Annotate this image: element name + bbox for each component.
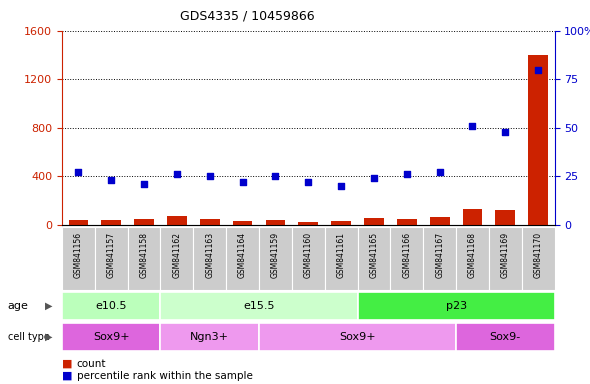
Bar bbox=[259, 323, 456, 351]
Text: GSM841157: GSM841157 bbox=[107, 232, 116, 278]
Bar bbox=[134, 219, 154, 225]
Bar bbox=[463, 209, 483, 225]
Text: GSM841160: GSM841160 bbox=[304, 232, 313, 278]
Text: count: count bbox=[77, 359, 106, 369]
Bar bbox=[68, 220, 88, 225]
Text: GSM841169: GSM841169 bbox=[501, 232, 510, 278]
Text: GSM841164: GSM841164 bbox=[238, 232, 247, 278]
Bar bbox=[160, 323, 259, 351]
Text: GSM841158: GSM841158 bbox=[140, 232, 149, 278]
Point bbox=[74, 169, 83, 175]
Bar bbox=[358, 293, 555, 320]
Bar bbox=[160, 227, 194, 290]
Text: GSM841166: GSM841166 bbox=[402, 232, 411, 278]
Text: GSM841162: GSM841162 bbox=[172, 232, 181, 278]
Bar bbox=[232, 221, 253, 225]
Bar bbox=[299, 222, 318, 225]
Point bbox=[336, 183, 346, 189]
Text: Sox9+: Sox9+ bbox=[93, 332, 130, 342]
Text: age: age bbox=[8, 301, 28, 311]
Bar bbox=[364, 218, 384, 225]
Point bbox=[533, 66, 543, 73]
Bar bbox=[324, 227, 358, 290]
Bar bbox=[95, 227, 127, 290]
Text: ■: ■ bbox=[62, 359, 73, 369]
Point bbox=[238, 179, 247, 185]
Text: GSM841159: GSM841159 bbox=[271, 232, 280, 278]
Text: Ngn3+: Ngn3+ bbox=[190, 332, 230, 342]
Text: GDS4335 / 10459866: GDS4335 / 10459866 bbox=[181, 10, 315, 23]
Text: GSM841167: GSM841167 bbox=[435, 232, 444, 278]
Bar bbox=[456, 323, 555, 351]
Bar bbox=[259, 227, 292, 290]
Bar bbox=[160, 293, 358, 320]
Bar bbox=[200, 218, 219, 225]
Bar bbox=[292, 227, 325, 290]
Point bbox=[369, 175, 379, 181]
Bar bbox=[430, 217, 450, 225]
Bar bbox=[62, 227, 95, 290]
Bar bbox=[423, 227, 456, 290]
Bar bbox=[358, 227, 391, 290]
Text: Sox9-: Sox9- bbox=[490, 332, 521, 342]
Text: Sox9+: Sox9+ bbox=[339, 332, 376, 342]
Text: ■: ■ bbox=[62, 371, 73, 381]
Point bbox=[205, 173, 215, 179]
Bar bbox=[331, 221, 351, 225]
Point bbox=[402, 171, 412, 177]
Bar bbox=[456, 227, 489, 290]
Bar bbox=[101, 220, 121, 225]
Point bbox=[172, 171, 182, 177]
Text: percentile rank within the sample: percentile rank within the sample bbox=[77, 371, 253, 381]
Text: cell type: cell type bbox=[8, 332, 50, 342]
Point bbox=[303, 179, 313, 185]
Point bbox=[139, 181, 149, 187]
Bar bbox=[496, 210, 515, 225]
Text: p23: p23 bbox=[445, 301, 467, 311]
Text: GSM841161: GSM841161 bbox=[337, 232, 346, 278]
Bar bbox=[489, 227, 522, 290]
Bar bbox=[226, 227, 259, 290]
Bar bbox=[397, 218, 417, 225]
Bar bbox=[528, 55, 548, 225]
Bar bbox=[62, 323, 160, 351]
Text: ▶: ▶ bbox=[45, 332, 52, 342]
Bar bbox=[127, 227, 160, 290]
Text: GSM841163: GSM841163 bbox=[205, 232, 214, 278]
Bar bbox=[62, 293, 160, 320]
Text: e15.5: e15.5 bbox=[243, 301, 275, 311]
Text: GSM841170: GSM841170 bbox=[534, 232, 543, 278]
Text: e10.5: e10.5 bbox=[96, 301, 127, 311]
Bar bbox=[194, 227, 226, 290]
Bar bbox=[167, 216, 187, 225]
Text: GSM841156: GSM841156 bbox=[74, 232, 83, 278]
Bar bbox=[391, 227, 423, 290]
Text: GSM841168: GSM841168 bbox=[468, 232, 477, 278]
Text: ▶: ▶ bbox=[45, 301, 52, 311]
Point bbox=[500, 129, 510, 135]
Point bbox=[435, 169, 444, 175]
Bar bbox=[266, 220, 286, 225]
Point bbox=[106, 177, 116, 183]
Text: GSM841165: GSM841165 bbox=[369, 232, 378, 278]
Point bbox=[271, 173, 280, 179]
Point bbox=[468, 122, 477, 129]
Bar bbox=[522, 227, 555, 290]
